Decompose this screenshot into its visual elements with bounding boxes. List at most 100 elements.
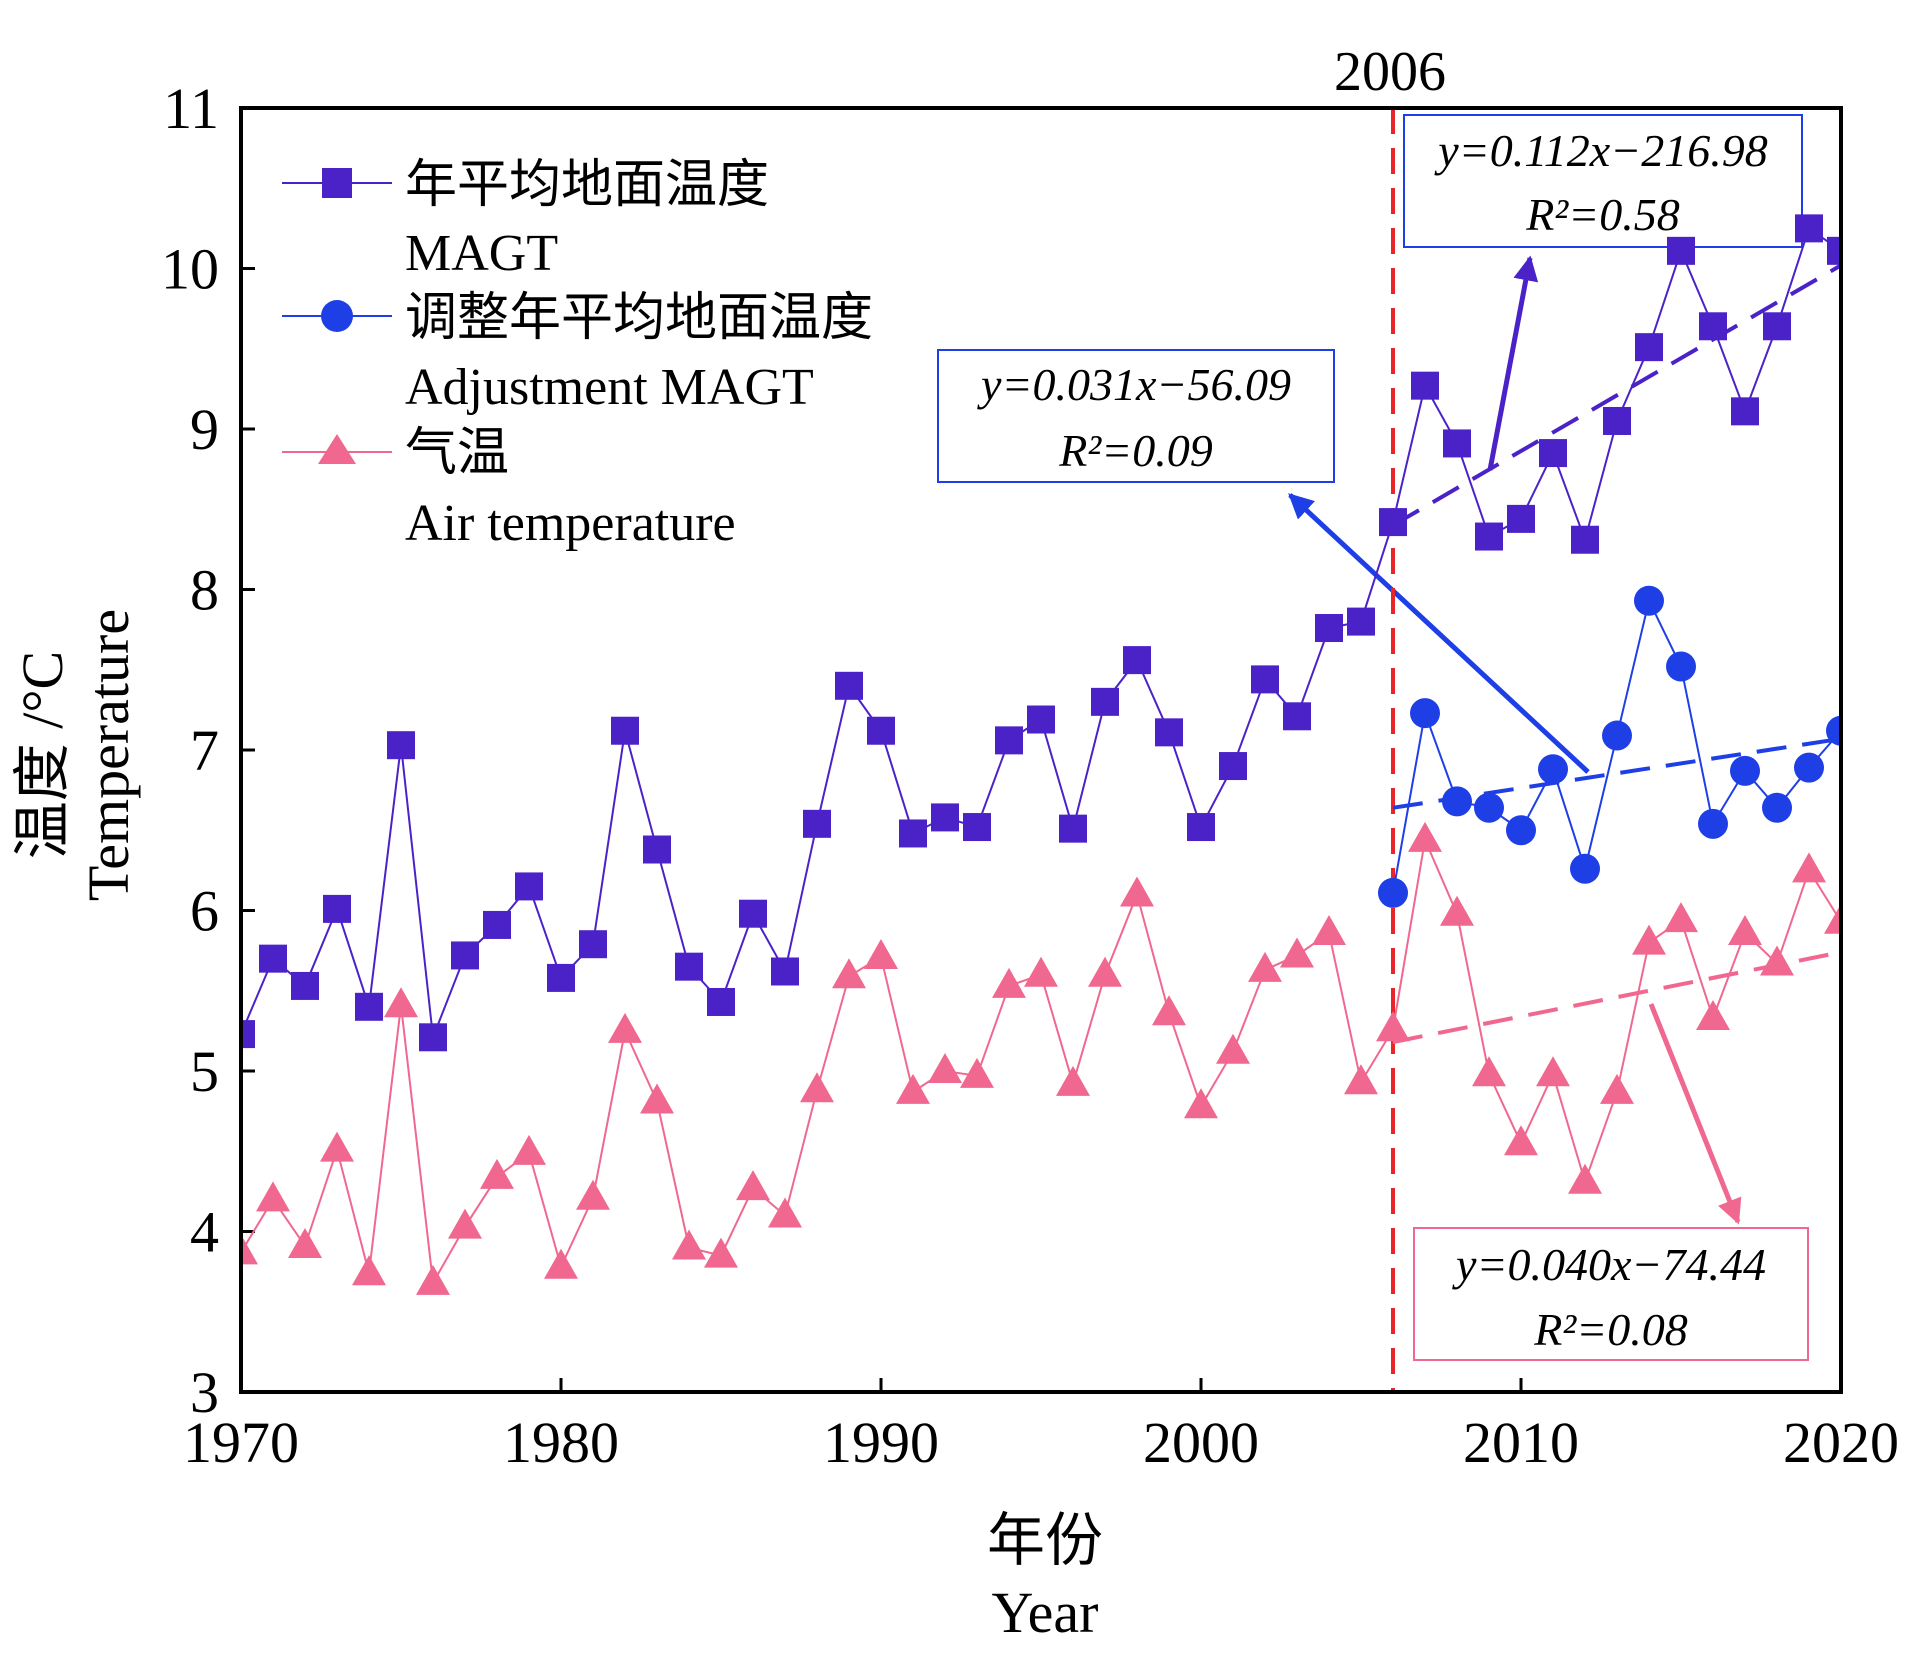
annotation-air: y=0.040x−74.44 R²=0.08 [1413,1227,1809,1361]
x-tick-label: 2000 [1143,1410,1259,1475]
data-point-air [992,967,1026,998]
plot-content [241,108,1841,1392]
data-point-air [288,1227,322,1258]
data-point-adjusted [1698,808,1728,839]
data-point-air [1824,903,1841,934]
data-point-magt [675,952,703,981]
data-point-air [1760,945,1794,976]
annotation-arrow-air [1648,1003,1742,1225]
annotation-r2-air: R²=0.08 [1533,1304,1687,1355]
legend-label-adjusted-en: Adjustment MAGT [405,359,814,416]
y-tick-label: 7 [190,718,219,783]
data-point-air [672,1229,706,1260]
data-point-magt [579,930,607,959]
data-point-adjusted [1538,754,1568,785]
data-point-air [928,1053,962,1083]
data-point-air [608,1012,642,1043]
data-point-magt [483,910,511,939]
data-point-magt [1123,646,1151,675]
data-point-air [800,1072,834,1103]
annotation-box-air [1413,1227,1809,1361]
vline-label: 2006 [1334,41,1446,103]
data-point-air [384,987,418,1018]
legend-item-air: 气温 Air temperature [282,425,736,552]
data-point-magt [547,963,575,992]
data-point-adjusted [1634,585,1664,616]
data-point-air [1472,1056,1506,1087]
y-tick-label: 3 [190,1360,219,1425]
x-axis-title-cn: 年份 [987,1508,1103,1573]
data-point-magt [1155,718,1183,747]
data-point-air [1184,1088,1218,1119]
data-point-magt [323,894,351,923]
legend-label-adjusted-cn: 调整年平均地面温度 [405,290,873,347]
data-point-air [1440,895,1474,926]
data-point-air [416,1264,450,1295]
plot-frame [239,106,1843,1394]
data-point-magt [451,941,479,970]
data-point-magt [1443,429,1471,458]
data-point-air [256,1181,290,1212]
data-point-magt [291,971,319,1000]
data-point-magt [1411,371,1439,400]
y-tick-label: 4 [190,1200,219,1265]
data-point-magt [1315,614,1343,643]
data-point-adjusted [1410,698,1440,729]
data-point-magt [1187,813,1215,842]
data-point-air [768,1197,802,1228]
data-point-air [1536,1056,1570,1087]
legend-circle-marker-icon [321,300,353,332]
legend-label-air-en: Air temperature [405,495,736,552]
data-point-magt [1635,333,1663,362]
x-axis-title-en: Year [992,1580,1099,1645]
data-point-air [1728,914,1762,945]
data-point-air [1600,1073,1634,1104]
data-point-magt [1763,312,1791,341]
data-point-magt [1699,312,1727,341]
data-point-air [1504,1125,1538,1156]
series-line-air [241,836,1841,1287]
data-point-air [480,1158,514,1189]
data-point-adjusted [1474,792,1504,823]
x-tick-label: 1970 [183,1410,299,1475]
data-point-magt [867,716,895,745]
plot-area: 1970 1980 1990 2000 2010 2020 3 4 5 6 7 8 9 10 11 [161,76,1899,1475]
data-point-air [704,1237,738,1268]
data-point-magt [1059,814,1087,843]
data-point-magt [931,803,959,832]
data-point-magt [1379,508,1407,537]
legend-triangle-marker-icon [318,434,356,464]
annotation-r2-magt: R²=0.58 [1525,189,1679,240]
legend-item-adjusted: 调整年平均地面温度 Adjustment MAGT [282,290,873,416]
data-point-magt [803,809,831,838]
x-tick-label: 1990 [823,1410,939,1475]
y-tick-label: 5 [190,1039,219,1104]
annotation-adjusted: y=0.031x−56.09 R²=0.09 [937,349,1335,483]
y-axis-title-cn: 温度 /°C [10,651,75,860]
data-point-air [960,1057,994,1088]
data-point-magt [771,957,799,986]
data-point-air [896,1073,930,1104]
annotation-equation-air: y=0.040x−74.44 [1452,1239,1766,1290]
y-tick-label: 9 [190,397,219,462]
data-point-adjusted [1762,792,1792,823]
data-point-adjusted [1794,752,1824,783]
data-point-magt [1475,522,1503,551]
legend-label-magt-en: MAGT [405,225,558,282]
data-point-air [512,1134,546,1165]
data-point-adjusted [1506,815,1536,846]
data-point-magt [259,944,287,973]
data-point-air [1632,924,1666,955]
data-point-magt [1347,607,1375,636]
data-point-air [832,958,866,989]
trendline-magt [1391,263,1841,528]
data-point-air [241,1234,258,1265]
data-point-magt [963,813,991,842]
data-point-air [1376,1011,1410,1042]
data-point-magt [1571,525,1599,554]
data-point-magt [707,987,735,1016]
legend-label-air-cn: 气温 [405,425,509,482]
legend-label-magt-cn: 年平均地面温度 [405,157,769,214]
data-point-air [1216,1033,1250,1064]
data-point-air [544,1248,578,1279]
